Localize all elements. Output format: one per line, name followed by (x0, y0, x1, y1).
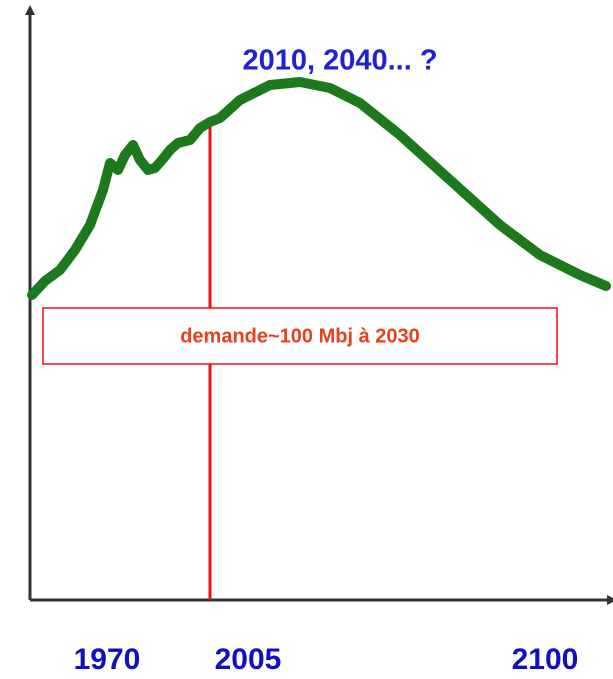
curve (27, 77, 611, 300)
annotation: demande~100 Mbj à 2030 (180, 325, 420, 347)
x-label: 2005 (215, 643, 282, 676)
annotation-box (42, 307, 558, 365)
title: 2010, 2040... ? (242, 45, 437, 77)
x-label: 1970 (74, 643, 141, 676)
x-label: 2100 (512, 643, 579, 676)
